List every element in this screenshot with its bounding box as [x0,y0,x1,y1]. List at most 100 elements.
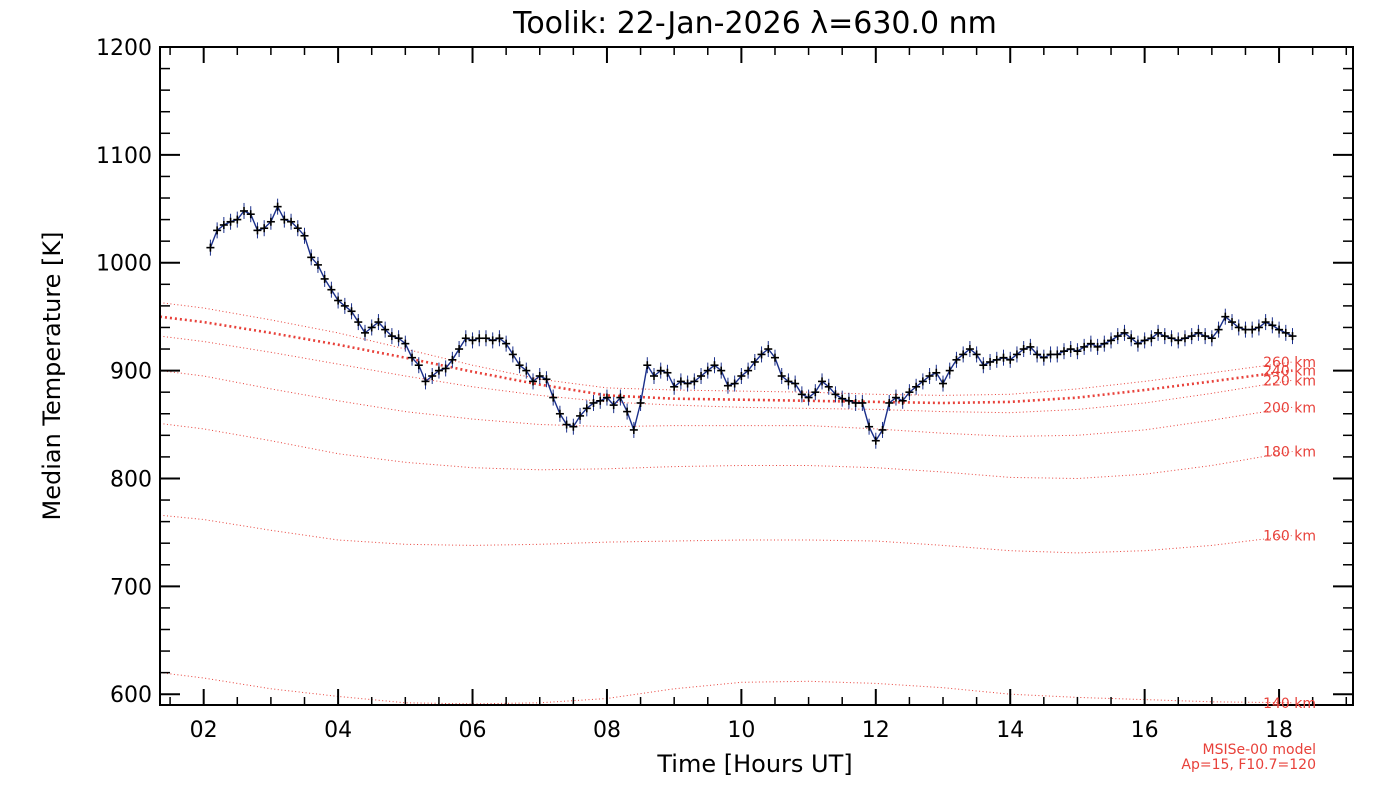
data-point [1019,341,1028,358]
data-point [1133,335,1142,352]
data-point [1214,321,1223,338]
data-point [730,375,739,392]
data-point [1086,335,1095,352]
data-point [226,213,235,230]
model-curve-240-km [160,315,1293,405]
model-curves [160,302,1293,705]
data-point [414,357,423,374]
data-point [1147,330,1156,347]
data-point [421,373,430,390]
model-label-180-km: 180 km [1263,445,1316,461]
data-point [912,378,921,395]
x-tick-label: 08 [593,718,621,743]
x-tick-label: 10 [727,718,755,743]
data-point [959,346,968,363]
data-point [569,418,578,435]
data-point [602,389,611,406]
data-point [784,373,793,390]
data-point [300,227,309,244]
data-point [1140,332,1149,349]
data-point [455,341,464,358]
data-point [811,384,820,401]
data-point [952,351,961,368]
data-point [683,375,692,392]
data-point [616,389,625,406]
data-point [535,368,544,384]
data-point [999,349,1008,366]
data-point [670,378,679,395]
data-point [757,346,766,363]
data-point [609,397,618,414]
data-point [1221,308,1230,325]
data-point [1241,321,1250,338]
data-point [576,407,585,424]
data-point [1167,330,1176,347]
data-point [448,351,457,368]
data-point [1059,343,1068,360]
measured-line [209,204,1293,443]
data-point [1275,321,1284,338]
data-point [1261,314,1270,331]
data-point [1154,324,1163,341]
model-label-240-km: 240 km [1263,364,1316,380]
data-point [266,213,275,230]
data-point [360,324,369,341]
data-point [273,198,282,215]
y-tick-label: 600 [110,683,152,708]
data-point [858,394,867,411]
data-point [495,330,504,347]
data-point [838,390,847,407]
data-point [791,375,800,392]
data-point [1093,338,1102,355]
data-point [1107,332,1116,349]
data-point [1201,328,1210,345]
data-point [468,332,477,349]
axis-ticks: 02 04 06 08 10 12 14 16 18 600 700 800 900 1000 1100 12… [96,36,1353,743]
data-point [542,371,551,388]
data-point [253,222,262,239]
data-point [334,292,343,309]
data-point [992,351,1001,368]
model-curve-220-km [160,335,1293,414]
data-point [307,249,316,266]
data-point [703,362,712,379]
data-point [381,321,390,338]
data-point [650,368,659,384]
data-point [710,357,719,374]
data-point [1046,346,1055,363]
data-point [636,394,645,411]
data-point [206,239,215,256]
data-point [1248,321,1257,338]
data-point [663,364,672,381]
data-point [1254,319,1263,336]
y-tick-label: 700 [110,575,152,600]
data-point [1234,319,1243,336]
data-point [744,362,753,379]
x-tick-label: 12 [862,718,890,743]
y-axis-label: Median Temperature [K] [38,231,66,520]
data-point [1228,314,1237,331]
data-point [905,384,914,401]
x-axis-label: Time [Hours UT] [656,750,852,778]
model-curve-160-km [160,514,1293,554]
data-point [401,335,410,352]
data-point [354,314,363,331]
data-point [280,211,289,228]
data-point [529,373,538,390]
data-point [898,392,907,409]
data-point [213,222,222,239]
data-point [1026,338,1035,355]
data-point [697,368,706,384]
data-point [932,364,941,381]
data-point [1033,346,1042,363]
data-point [717,362,726,379]
data-point [643,357,652,374]
data-point [522,362,531,379]
data-point [1113,328,1122,345]
data-point [293,220,302,237]
data-point [804,389,813,406]
data-point [844,392,853,409]
data-point [986,353,995,370]
data-point [327,281,336,298]
data-point [387,328,396,345]
